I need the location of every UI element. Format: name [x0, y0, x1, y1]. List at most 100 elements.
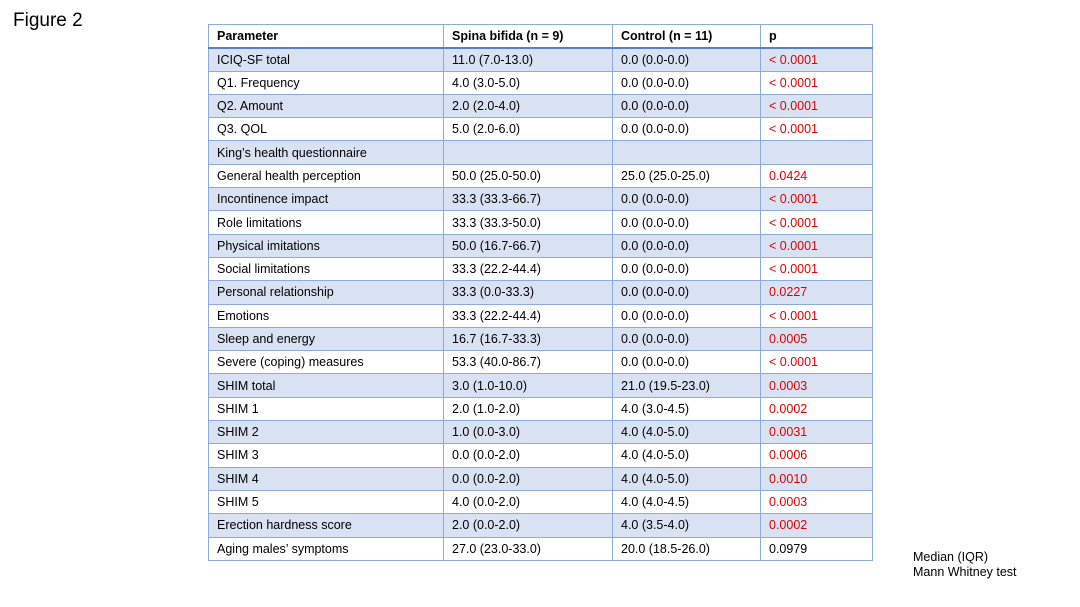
- table-row: SHIM 3 0.0 (0.0-2.0) 4.0 (4.0-5.0) 0.0006: [208, 443, 873, 468]
- cell-control: 0.0 (0.0-0.0): [612, 280, 761, 305]
- header-parameter: Parameter: [208, 23, 444, 49]
- cell-spina-bifida: 50.0 (25.0-50.0): [443, 163, 613, 189]
- cell-p-value: 0.0006: [760, 443, 873, 468]
- cell-parameter: SHIM total: [208, 373, 444, 398]
- cell-control: 0.0 (0.0-0.0): [612, 47, 761, 72]
- cell-parameter: Incontinence impact: [208, 187, 444, 212]
- cell-spina-bifida: 2.0 (0.0-2.0): [443, 513, 613, 538]
- cell-parameter: King’s health questionnaire: [208, 140, 444, 165]
- cell-control: 0.0 (0.0-0.0): [612, 210, 761, 235]
- cell-p-value: < 0.0001: [760, 70, 873, 95]
- table-row: SHIM 5 4.0 (0.0-2.0) 4.0 (4.0-4.5) 0.0003: [208, 489, 873, 515]
- table-row: Role limitations 33.3 (33.3-50.0) 0.0 (0.0…: [208, 210, 873, 235]
- cell-parameter: Aging males’ symptoms: [208, 536, 444, 561]
- table-row: Q3. QOL 5.0 (2.0-6.0) 0.0 (0.0-0.0) < 0.000…: [208, 117, 873, 142]
- cell-parameter: SHIM 5: [208, 489, 444, 515]
- cell-control: 0.0 (0.0-0.0): [612, 93, 761, 119]
- cell-p-value: < 0.0001: [760, 210, 873, 235]
- cell-p-value: 0.0002: [760, 396, 873, 422]
- table-row: Q2. Amount 2.0 (2.0-4.0) 0.0 (0.0-0.0) < 0.…: [208, 93, 873, 119]
- table-row: Emotions 33.3 (22.2-44.4) 0.0 (0.0-0.0) < 0…: [208, 303, 873, 328]
- figure-label: Figure 2: [13, 10, 83, 31]
- cell-spina-bifida: 53.3 (40.0-86.7): [443, 350, 613, 375]
- table-row: Q1. Frequency 4.0 (3.0-5.0) 0.0 (0.0-0.0) <…: [208, 70, 873, 95]
- cell-parameter: SHIM 3: [208, 443, 444, 468]
- cell-p-value: 0.0010: [760, 466, 873, 491]
- cell-control: 4.0 (3.5-4.0): [612, 513, 761, 538]
- cell-parameter: Sleep and energy: [208, 326, 444, 352]
- cell-control: 0.0 (0.0-0.0): [612, 303, 761, 328]
- cell-spina-bifida: 11.0 (7.0-13.0): [443, 47, 613, 72]
- table-row: Aging males’ symptoms 27.0 (23.0-33.0) 20.…: [208, 536, 873, 561]
- cell-spina-bifida: [443, 140, 613, 165]
- table-body: ICIQ-SF total 11.0 (7.0-13.0) 0.0 (0.0-0.0…: [208, 47, 873, 561]
- cell-control: 4.0 (4.0-5.0): [612, 420, 761, 445]
- cell-spina-bifida: 0.0 (0.0-2.0): [443, 443, 613, 468]
- cell-parameter: SHIM 1: [208, 396, 444, 422]
- cell-p-value: < 0.0001: [760, 303, 873, 328]
- table-row: Severe (coping) measures 53.3 (40.0-86.7)…: [208, 350, 873, 375]
- cell-p-value: 0.0031: [760, 420, 873, 445]
- header-p-value: p: [760, 23, 873, 49]
- cell-p-value: 0.0002: [760, 513, 873, 538]
- cell-p-value: < 0.0001: [760, 350, 873, 375]
- table-row: Incontinence impact 33.3 (33.3-66.7) 0.0 (…: [208, 187, 873, 212]
- cell-parameter: Q3. QOL: [208, 117, 444, 142]
- table-row: SHIM 1 2.0 (1.0-2.0) 4.0 (3.0-4.5) 0.0002: [208, 396, 873, 422]
- cell-parameter: Erection hardness score: [208, 513, 444, 538]
- cell-spina-bifida: 16.7 (16.7-33.3): [443, 326, 613, 352]
- table-row: King’s health questionnaire: [208, 140, 873, 165]
- cell-spina-bifida: 27.0 (23.0-33.0): [443, 536, 613, 561]
- table-row: Physical imitations 50.0 (16.7-66.7) 0.0 (…: [208, 233, 873, 258]
- cell-p-value: 0.0003: [760, 489, 873, 515]
- cell-control: 0.0 (0.0-0.0): [612, 326, 761, 352]
- cell-p-value: < 0.0001: [760, 117, 873, 142]
- cell-parameter: General health perception: [208, 163, 444, 189]
- cell-parameter: Q1. Frequency: [208, 70, 444, 95]
- cell-control: 0.0 (0.0-0.0): [612, 70, 761, 95]
- table-row: SHIM 2 1.0 (0.0-3.0) 4.0 (4.0-5.0) 0.0031: [208, 420, 873, 445]
- cell-p-value: [760, 140, 873, 165]
- cell-p-value: < 0.0001: [760, 187, 873, 212]
- cell-control: 4.0 (4.0-5.0): [612, 443, 761, 468]
- cell-control: 20.0 (18.5-26.0): [612, 536, 761, 561]
- cell-spina-bifida: 4.0 (3.0-5.0): [443, 70, 613, 95]
- cell-control: 0.0 (0.0-0.0): [612, 117, 761, 142]
- table-header: Parameter Spina bifida (n = 9) Control (…: [208, 23, 873, 49]
- cell-control: 4.0 (4.0-5.0): [612, 466, 761, 491]
- note-median-iqr: Median (IQR): [913, 550, 989, 564]
- cell-parameter: Role limitations: [208, 210, 444, 235]
- cell-spina-bifida: 3.0 (1.0-10.0): [443, 373, 613, 398]
- cell-parameter: Severe (coping) measures: [208, 350, 444, 375]
- cell-control: 0.0 (0.0-0.0): [612, 187, 761, 212]
- cell-control: 21.0 (19.5-23.0): [612, 373, 761, 398]
- table-row: SHIM total 3.0 (1.0-10.0) 21.0 (19.5-23.0)…: [208, 373, 873, 398]
- cell-p-value: < 0.0001: [760, 47, 873, 72]
- table-row: SHIM 4 0.0 (0.0-2.0) 4.0 (4.0-5.0) 0.0010: [208, 466, 873, 491]
- header-control: Control (n = 11): [612, 23, 761, 49]
- cell-control: 0.0 (0.0-0.0): [612, 350, 761, 375]
- table-row: Sleep and energy 16.7 (16.7-33.3) 0.0 (0.0…: [208, 326, 873, 352]
- cell-control: 4.0 (3.0-4.5): [612, 396, 761, 422]
- cell-spina-bifida: 33.3 (33.3-50.0): [443, 210, 613, 235]
- cell-parameter: SHIM 2: [208, 420, 444, 445]
- cell-spina-bifida: 33.3 (22.2-44.4): [443, 303, 613, 328]
- cell-spina-bifida: 33.3 (0.0-33.3): [443, 280, 613, 305]
- cell-parameter: Physical imitations: [208, 233, 444, 258]
- cell-spina-bifida: 33.3 (33.3-66.7): [443, 187, 613, 212]
- table-row: General health perception 50.0 (25.0-50.0…: [208, 163, 873, 189]
- cell-spina-bifida: 2.0 (1.0-2.0): [443, 396, 613, 422]
- results-table: Parameter Spina bifida (n = 9) Control (…: [208, 23, 873, 561]
- cell-control: 25.0 (25.0-25.0): [612, 163, 761, 189]
- cell-p-value: 0.0005: [760, 326, 873, 352]
- cell-p-value: 0.0227: [760, 280, 873, 305]
- cell-control: [612, 140, 761, 165]
- cell-control: 0.0 (0.0-0.0): [612, 256, 761, 282]
- cell-parameter: SHIM 4: [208, 466, 444, 491]
- cell-p-value: < 0.0001: [760, 256, 873, 282]
- cell-spina-bifida: 33.3 (22.2-44.4): [443, 256, 613, 282]
- cell-parameter: Personal relationship: [208, 280, 444, 305]
- table-row: ICIQ-SF total 11.0 (7.0-13.0) 0.0 (0.0-0.0…: [208, 47, 873, 72]
- header-spina-bifida: Spina bifida (n = 9): [443, 23, 613, 49]
- cell-spina-bifida: 50.0 (16.7-66.7): [443, 233, 613, 258]
